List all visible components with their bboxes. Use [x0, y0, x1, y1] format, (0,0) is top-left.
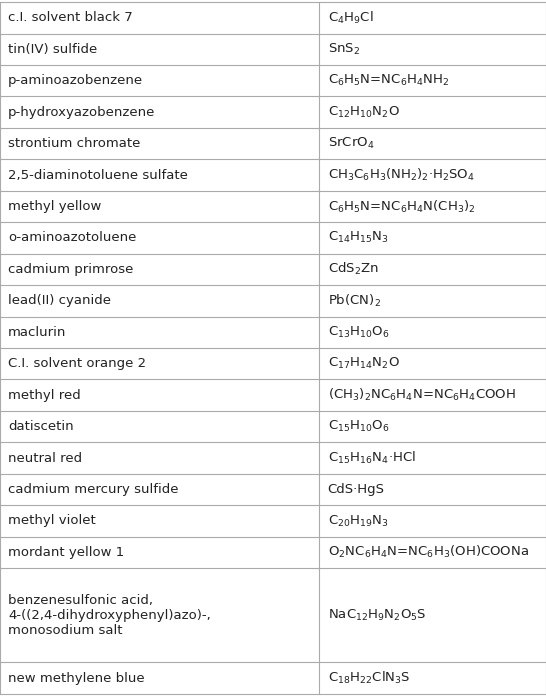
Text: Pb(CN)$_2$: Pb(CN)$_2$: [328, 293, 381, 309]
Text: CdS·HgS: CdS·HgS: [328, 483, 384, 496]
Text: C$_{15}$H$_{10}$O$_6$: C$_{15}$H$_{10}$O$_6$: [328, 419, 389, 434]
Text: C$_{13}$H$_{10}$O$_6$: C$_{13}$H$_{10}$O$_6$: [328, 325, 389, 340]
Text: (CH$_3$)$_2$NC$_6$H$_4$N=NC$_6$H$_4$COOH: (CH$_3$)$_2$NC$_6$H$_4$N=NC$_6$H$_4$COOH: [328, 387, 515, 403]
Text: C$_{14}$H$_{15}$N$_3$: C$_{14}$H$_{15}$N$_3$: [328, 230, 389, 246]
Text: methyl red: methyl red: [8, 388, 81, 402]
Text: C$_4$H$_9$Cl: C$_4$H$_9$Cl: [328, 10, 373, 26]
Text: CdS$_2$Zn: CdS$_2$Zn: [328, 261, 378, 278]
Text: C$_{20}$H$_{19}$N$_3$: C$_{20}$H$_{19}$N$_3$: [328, 514, 389, 528]
Text: NaC$_{12}$H$_9$N$_2$O$_5$S: NaC$_{12}$H$_9$N$_2$O$_5$S: [328, 608, 426, 623]
Text: p-aminoazobenzene: p-aminoazobenzene: [8, 74, 143, 87]
Text: SnS$_2$: SnS$_2$: [328, 42, 360, 57]
Text: o-aminoazotoluene: o-aminoazotoluene: [8, 232, 136, 244]
Text: new methylene blue: new methylene blue: [8, 672, 145, 685]
Text: C$_6$H$_5$N=NC$_6$H$_4$N(CH$_3$)$_2$: C$_6$H$_5$N=NC$_6$H$_4$N(CH$_3$)$_2$: [328, 198, 476, 214]
Text: SrCrO$_4$: SrCrO$_4$: [328, 136, 374, 151]
Text: maclurin: maclurin: [8, 326, 67, 339]
Text: cadmium mercury sulfide: cadmium mercury sulfide: [8, 483, 179, 496]
Text: strontium chromate: strontium chromate: [8, 137, 140, 150]
Text: neutral red: neutral red: [8, 452, 82, 464]
Text: C$_6$H$_5$N=NC$_6$H$_4$NH$_2$: C$_6$H$_5$N=NC$_6$H$_4$NH$_2$: [328, 73, 449, 88]
Text: 2,5-diaminotoluene sulfate: 2,5-diaminotoluene sulfate: [8, 168, 188, 182]
Text: p-hydroxyazobenzene: p-hydroxyazobenzene: [8, 106, 156, 118]
Text: C.I. solvent orange 2: C.I. solvent orange 2: [8, 357, 146, 370]
Text: C$_{17}$H$_{14}$N$_2$O: C$_{17}$H$_{14}$N$_2$O: [328, 356, 400, 371]
Text: C$_{15}$H$_{16}$N$_4$·HCl: C$_{15}$H$_{16}$N$_4$·HCl: [328, 450, 416, 466]
Text: lead(II) cyanide: lead(II) cyanide: [8, 294, 111, 308]
Text: C$_{18}$H$_{22}$ClN$_3$S: C$_{18}$H$_{22}$ClN$_3$S: [328, 670, 410, 686]
Text: methyl yellow: methyl yellow: [8, 200, 102, 213]
Text: O$_2$NC$_6$H$_4$N=NC$_6$H$_3$(OH)COONa: O$_2$NC$_6$H$_4$N=NC$_6$H$_3$(OH)COONa: [328, 544, 529, 560]
Text: datiscetin: datiscetin: [8, 420, 74, 433]
Text: CH$_3$C$_6$H$_3$(NH$_2$)$_2$·H$_2$SO$_4$: CH$_3$C$_6$H$_3$(NH$_2$)$_2$·H$_2$SO$_4$: [328, 167, 474, 183]
Text: methyl violet: methyl violet: [8, 514, 96, 528]
Text: cadmium primrose: cadmium primrose: [8, 263, 134, 276]
Text: c.I. solvent black 7: c.I. solvent black 7: [8, 11, 133, 24]
Text: C$_{12}$H$_{10}$N$_2$O: C$_{12}$H$_{10}$N$_2$O: [328, 104, 400, 120]
Text: benzenesulfonic acid,
4-((2,4-dihydroxyphenyl)azo)-,
monosodium salt: benzenesulfonic acid, 4-((2,4-dihydroxyp…: [8, 594, 211, 637]
Text: tin(IV) sulfide: tin(IV) sulfide: [8, 42, 97, 56]
Text: mordant yellow 1: mordant yellow 1: [8, 546, 124, 559]
